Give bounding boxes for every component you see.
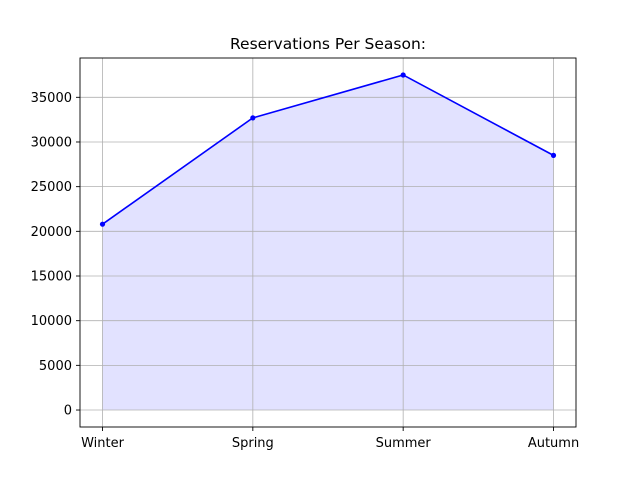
- data-point-summer: [400, 72, 406, 78]
- y-tick-label-0: 0: [64, 404, 72, 419]
- y-tick-label-15000: 15000: [31, 270, 72, 285]
- data-point-autumn: [550, 152, 557, 158]
- tick-label-layer: Winter Spring Summer Autumn 0 5000 10000 15000 2…: [31, 91, 580, 451]
- line-layer: [99, 72, 557, 227]
- grid-layer: [80, 58, 576, 427]
- area-fill: [102, 74, 554, 411]
- data-point-spring: [250, 115, 256, 121]
- y-tick-label-10000: 10000: [31, 314, 72, 329]
- y-tick-label-20000: 20000: [31, 225, 72, 240]
- y-tick-label-5000: 5000: [39, 359, 72, 374]
- y-tick-label-25000: 25000: [31, 180, 72, 195]
- chart-title: Reservations Per Season:: [230, 35, 426, 53]
- area-layer: [102, 74, 554, 411]
- x-tick-label-summer: Summer: [376, 436, 432, 451]
- y-tick-label-30000: 30000: [31, 135, 72, 150]
- series-line: [102, 74, 554, 225]
- axes-layer: [76, 57, 577, 431]
- data-point-winter: [99, 221, 106, 227]
- x-tick-label-autumn: Autumn: [528, 436, 579, 451]
- y-tick-label-35000: 35000: [31, 91, 72, 106]
- x-tick-label-spring: Spring: [232, 436, 274, 451]
- x-tick-label-winter: Winter: [81, 436, 125, 451]
- plot-frame: [79, 57, 577, 428]
